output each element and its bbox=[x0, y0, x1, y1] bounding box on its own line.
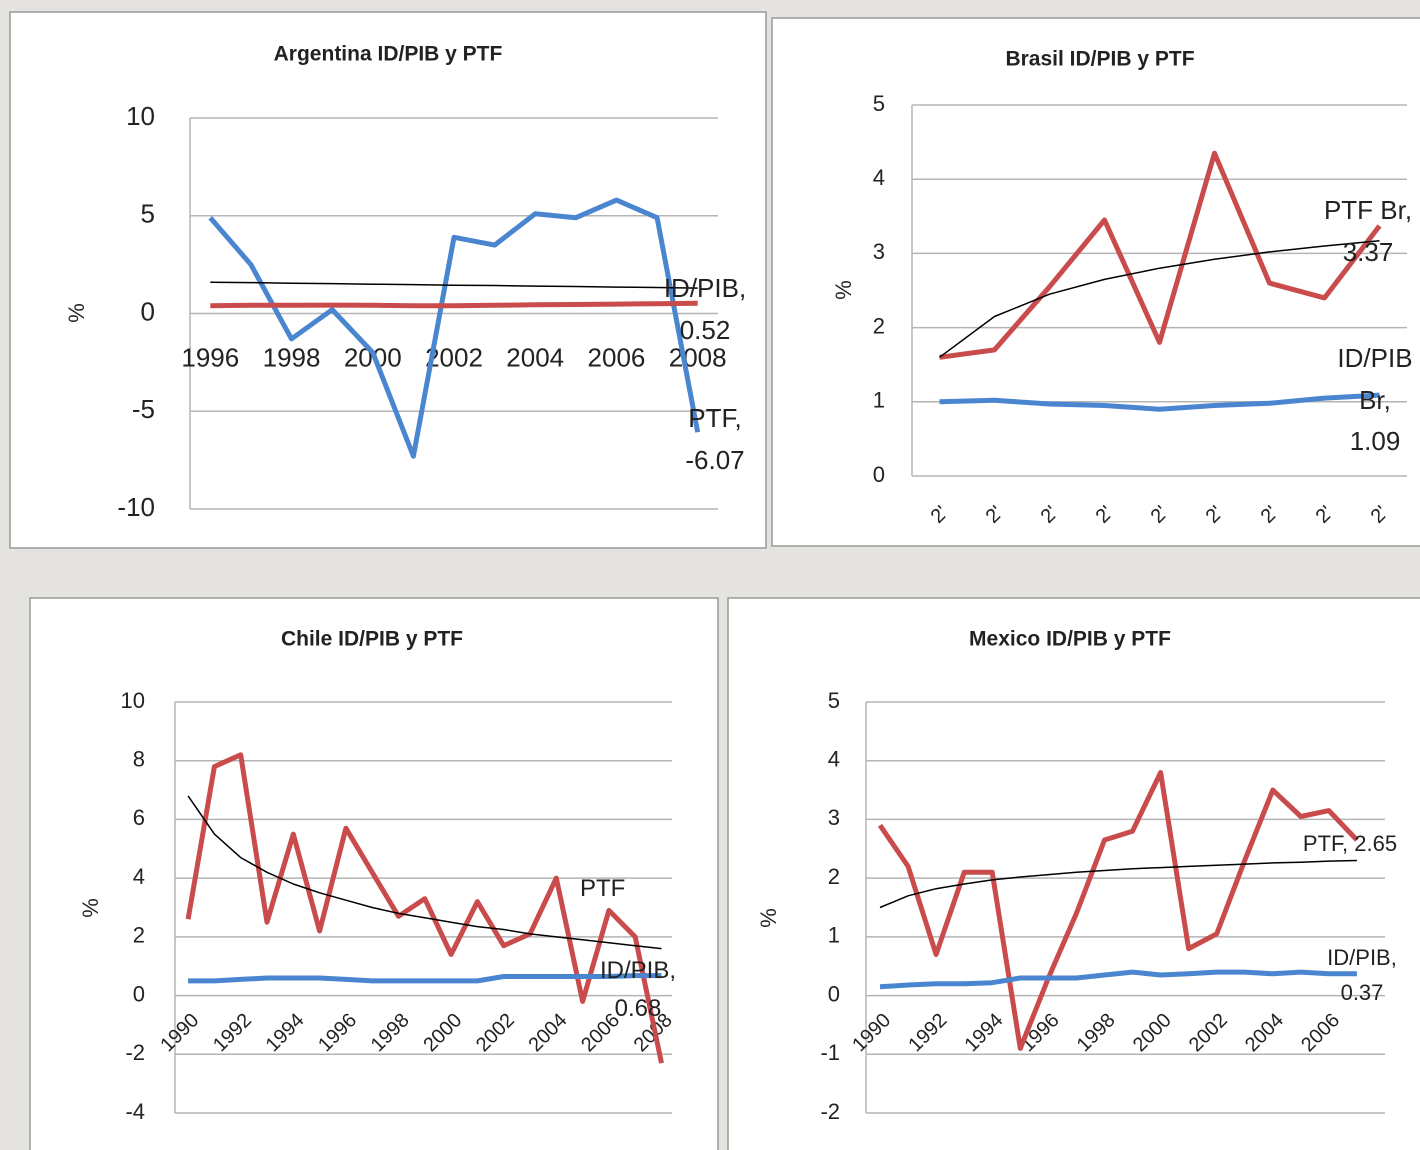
chart-title: Chile ID/PIB y PTF bbox=[281, 628, 463, 651]
y-tick-label: 5 bbox=[141, 199, 155, 229]
y-axis-label: % bbox=[756, 908, 781, 928]
y-tick-label: 2 bbox=[873, 313, 885, 338]
x-tick-label: 1996 bbox=[181, 342, 239, 372]
data-line bbox=[210, 281, 698, 289]
y-tick-label: 4 bbox=[828, 747, 840, 772]
chart-title: Argentina ID/PIB y PTF bbox=[274, 43, 503, 66]
data-line bbox=[879, 859, 1357, 909]
data-line bbox=[939, 240, 1380, 358]
y-tick-label: 4 bbox=[873, 165, 885, 190]
y-tick-label: 3 bbox=[873, 239, 885, 264]
x-tick-label: 2004 bbox=[506, 342, 564, 372]
value-label: PTF, 2.65 bbox=[1302, 831, 1398, 856]
x-tick-label: 2006 bbox=[588, 342, 646, 372]
data-line bbox=[187, 795, 662, 950]
y-tick-label: 0 bbox=[873, 462, 885, 487]
y-tick-label: 6 bbox=[133, 805, 145, 830]
panel-frame bbox=[9, 11, 767, 549]
value-label: ID/PIB, 0.52 bbox=[663, 273, 747, 345]
y-tick-label: -5 bbox=[132, 394, 155, 424]
y-tick-label: 0 bbox=[141, 296, 155, 326]
y-tick-label: -1 bbox=[820, 1040, 840, 1065]
y-tick-label: 0 bbox=[828, 981, 840, 1006]
y-tick-label: 3 bbox=[828, 805, 840, 830]
x-tick-label: 2008 bbox=[669, 342, 727, 372]
value-label: PTF, -6.07 bbox=[685, 403, 745, 475]
y-axis-label: % bbox=[831, 280, 856, 300]
chart-title: Mexico ID/PIB y PTF bbox=[969, 628, 1171, 651]
y-tick-label: 1 bbox=[873, 388, 885, 413]
y-tick-label: 10 bbox=[126, 101, 155, 131]
series-label: PTF bbox=[580, 875, 626, 902]
y-tick-label: 2 bbox=[828, 864, 840, 889]
x-tick-label: 1998 bbox=[263, 342, 321, 372]
data-line bbox=[185, 752, 664, 1064]
data-line bbox=[879, 969, 1357, 990]
chart-title: Brasil ID/PIB y PTF bbox=[1005, 48, 1194, 71]
data-line bbox=[210, 300, 698, 309]
data-line bbox=[208, 197, 701, 459]
y-tick-label: -10 bbox=[117, 492, 155, 522]
chart-panel: Argentina ID/PIB y PTF% -10 -5 0 5 10 1996 1998… bbox=[9, 11, 767, 549]
y-tick-label: 5 bbox=[873, 91, 885, 116]
value-label: ID/PIB Br, 1.09 bbox=[1337, 343, 1413, 457]
value-label: ID/PIB, 0.68 bbox=[599, 957, 677, 1023]
y-tick-label: 0 bbox=[133, 981, 145, 1006]
data-line bbox=[939, 392, 1380, 412]
data-line bbox=[877, 770, 1359, 1051]
y-tick-label: -4 bbox=[125, 1099, 145, 1124]
value-label: PTF Br, 3.37 bbox=[1323, 195, 1413, 267]
y-tick-label: 4 bbox=[133, 864, 145, 889]
data-line bbox=[188, 973, 662, 984]
y-tick-label: 2 bbox=[133, 923, 145, 948]
y-tick-label: -2 bbox=[820, 1099, 840, 1124]
panel-frame bbox=[727, 597, 1420, 1150]
y-axis-label: % bbox=[78, 898, 103, 918]
data-line bbox=[939, 150, 1382, 360]
y-tick-label: 5 bbox=[828, 688, 840, 713]
y-tick-label: 1 bbox=[828, 923, 840, 948]
y-tick-label: 8 bbox=[133, 747, 145, 772]
y-axis-label: % bbox=[64, 303, 89, 323]
value-label: ID/PIB, 0.37 bbox=[1327, 945, 1397, 1006]
y-tick-label: 10 bbox=[121, 688, 145, 713]
y-tick-label: -2 bbox=[125, 1040, 145, 1065]
